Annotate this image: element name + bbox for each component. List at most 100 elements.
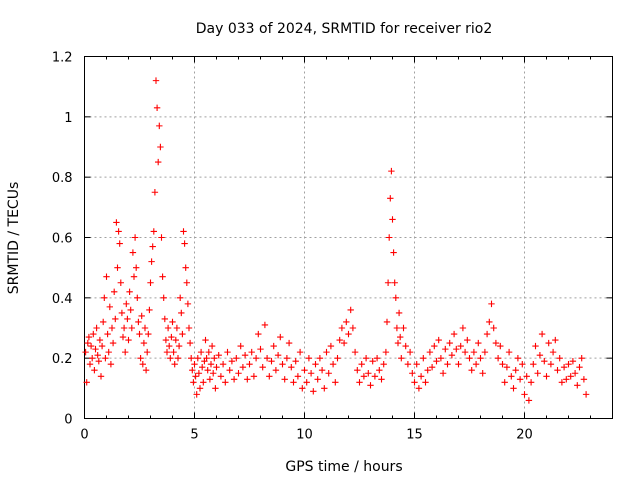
data-point	[211, 354, 218, 362]
data-point	[217, 373, 225, 380]
data-point	[105, 348, 112, 356]
data-point	[153, 104, 161, 111]
data-point	[162, 336, 170, 344]
data-point	[131, 234, 139, 241]
data-point	[172, 336, 179, 344]
data-point	[119, 333, 127, 341]
data-point	[543, 373, 550, 380]
data-point	[285, 339, 293, 347]
data-point	[512, 367, 519, 374]
data-point	[351, 348, 359, 356]
data-point	[137, 354, 144, 362]
data-point	[106, 303, 113, 311]
x-tick-label: 20	[516, 428, 533, 443]
data-point	[318, 367, 326, 374]
data-point	[391, 279, 398, 286]
data-point	[393, 324, 401, 332]
data-point	[400, 324, 407, 332]
data-point	[171, 361, 178, 368]
data-point	[525, 397, 533, 404]
data-point	[150, 228, 157, 235]
data-point	[85, 333, 93, 341]
data-point	[144, 348, 151, 356]
data-point	[191, 361, 198, 368]
data-point	[193, 391, 200, 398]
data-point	[244, 376, 251, 383]
data-point	[532, 342, 539, 350]
data-point	[90, 330, 97, 338]
data-point	[578, 354, 585, 362]
data-point	[155, 158, 162, 166]
data-point	[114, 264, 121, 271]
data-point	[250, 373, 258, 380]
data-point	[268, 357, 275, 365]
data-point	[501, 379, 508, 386]
data-point	[283, 354, 291, 362]
data-point	[123, 300, 130, 308]
data-point	[472, 361, 480, 368]
data-point	[163, 348, 171, 356]
data-point	[292, 357, 299, 365]
data-point	[365, 370, 372, 377]
data-point	[100, 318, 107, 326]
data-point	[382, 348, 390, 356]
data-point	[159, 273, 166, 280]
data-point	[571, 370, 579, 377]
data-point	[383, 318, 391, 326]
data-point	[398, 354, 405, 362]
data-point	[395, 309, 403, 317]
data-point	[488, 300, 495, 308]
data-point	[125, 336, 132, 344]
data-point	[459, 324, 467, 332]
data-point	[151, 189, 159, 196]
data-point	[239, 364, 247, 371]
data-point	[453, 345, 460, 353]
data-point	[122, 348, 129, 356]
data-point	[272, 367, 280, 374]
data-point	[104, 330, 111, 338]
data-point	[252, 354, 260, 362]
data-point	[279, 361, 286, 368]
data-point	[103, 273, 110, 280]
data-point	[96, 336, 104, 344]
data-point	[219, 361, 227, 368]
data-point	[392, 294, 399, 302]
data-point	[404, 361, 412, 368]
data-point	[433, 357, 440, 365]
data-point	[233, 354, 240, 362]
data-point	[437, 354, 445, 362]
data-point	[118, 309, 126, 317]
data-point	[519, 361, 526, 368]
data-point	[536, 351, 544, 359]
data-point	[527, 379, 535, 386]
data-point	[552, 336, 559, 344]
data-point	[152, 77, 160, 84]
y-axis-title: SRMTID / TECUs	[6, 182, 22, 295]
data-point	[200, 379, 207, 386]
data-point	[235, 370, 242, 377]
data-point	[417, 373, 425, 380]
data-point	[134, 294, 141, 302]
data-point	[499, 361, 506, 368]
data-point	[94, 351, 101, 359]
data-point	[369, 357, 376, 365]
data-point	[178, 309, 185, 317]
data-point	[140, 339, 148, 347]
data-point	[129, 249, 137, 256]
data-point	[420, 354, 427, 362]
data-point	[314, 376, 321, 383]
chart-title: Day 033 of 2024, SRMTID for receiver rio…	[196, 21, 493, 37]
data-point	[281, 376, 288, 383]
data-point	[91, 367, 98, 374]
data-point	[505, 348, 513, 356]
data-point	[567, 373, 574, 380]
data-point	[196, 385, 204, 392]
data-point	[136, 330, 143, 338]
data-point	[190, 379, 197, 386]
data-point	[402, 342, 409, 350]
data-point	[179, 330, 186, 338]
data-point	[86, 361, 94, 368]
data-point	[514, 354, 522, 362]
data-point	[388, 167, 395, 175]
data-point	[345, 330, 352, 338]
